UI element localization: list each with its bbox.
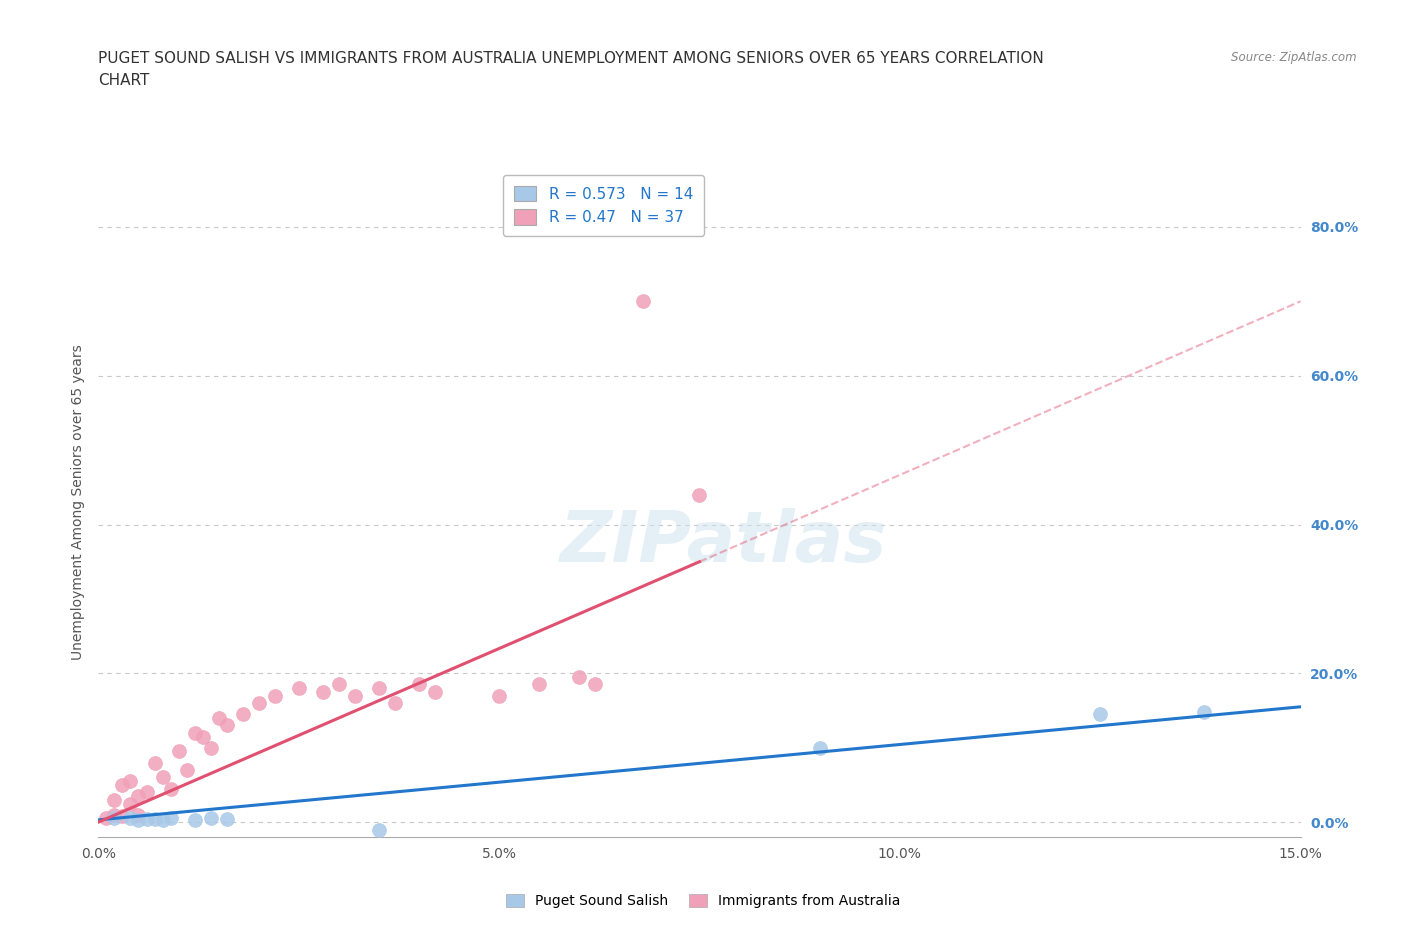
Point	[247, 696, 270, 711]
Point	[408, 677, 430, 692]
Point	[120, 796, 142, 811]
Point	[328, 677, 350, 692]
Point	[191, 729, 214, 744]
Point	[568, 670, 591, 684]
Point	[135, 785, 157, 800]
Point	[633, 294, 655, 309]
Y-axis label: Unemployment Among Seniors over 65 years: Unemployment Among Seniors over 65 years	[70, 344, 84, 660]
Text: Source: ZipAtlas.com: Source: ZipAtlas.com	[1232, 51, 1357, 64]
Point	[167, 744, 190, 759]
Point	[288, 681, 311, 696]
Point	[111, 777, 134, 792]
Point	[583, 677, 606, 692]
Point	[529, 677, 551, 692]
Point	[103, 811, 125, 826]
Point	[368, 681, 391, 696]
Point	[200, 811, 222, 826]
Point	[128, 789, 150, 804]
Point	[343, 688, 366, 703]
Point	[128, 813, 150, 828]
Point	[103, 807, 125, 822]
Point	[200, 740, 222, 755]
Point	[263, 688, 285, 703]
Point	[423, 684, 446, 699]
Point	[176, 763, 198, 777]
Point	[120, 811, 142, 826]
Point	[111, 809, 134, 824]
Legend: Puget Sound Salish, Immigrants from Australia: Puget Sound Salish, Immigrants from Aust…	[501, 888, 905, 914]
Text: PUGET SOUND SALISH VS IMMIGRANTS FROM AUSTRALIA UNEMPLOYMENT AMONG SENIORS OVER : PUGET SOUND SALISH VS IMMIGRANTS FROM AU…	[98, 51, 1045, 88]
Point	[312, 684, 335, 699]
Point	[159, 811, 181, 826]
Point	[143, 755, 166, 770]
Point	[103, 792, 125, 807]
Point	[215, 718, 238, 733]
Point	[152, 770, 174, 785]
Text: ZIPatlas: ZIPatlas	[560, 508, 887, 577]
Point	[159, 781, 181, 796]
Point	[488, 688, 510, 703]
Point	[128, 807, 150, 822]
Point	[1088, 707, 1111, 722]
Point	[96, 811, 118, 826]
Point	[232, 707, 254, 722]
Point	[120, 774, 142, 789]
Point	[183, 813, 205, 828]
Point	[183, 725, 205, 740]
Point	[143, 812, 166, 827]
Point	[152, 813, 174, 828]
Point	[368, 822, 391, 837]
Point	[135, 812, 157, 827]
Point	[384, 696, 406, 711]
Point	[808, 740, 831, 755]
Point	[1194, 705, 1216, 720]
Point	[215, 812, 238, 827]
Legend: R = 0.573   N = 14, R = 0.47   N = 37: R = 0.573 N = 14, R = 0.47 N = 37	[503, 175, 704, 236]
Point	[208, 711, 231, 725]
Point	[689, 487, 711, 502]
